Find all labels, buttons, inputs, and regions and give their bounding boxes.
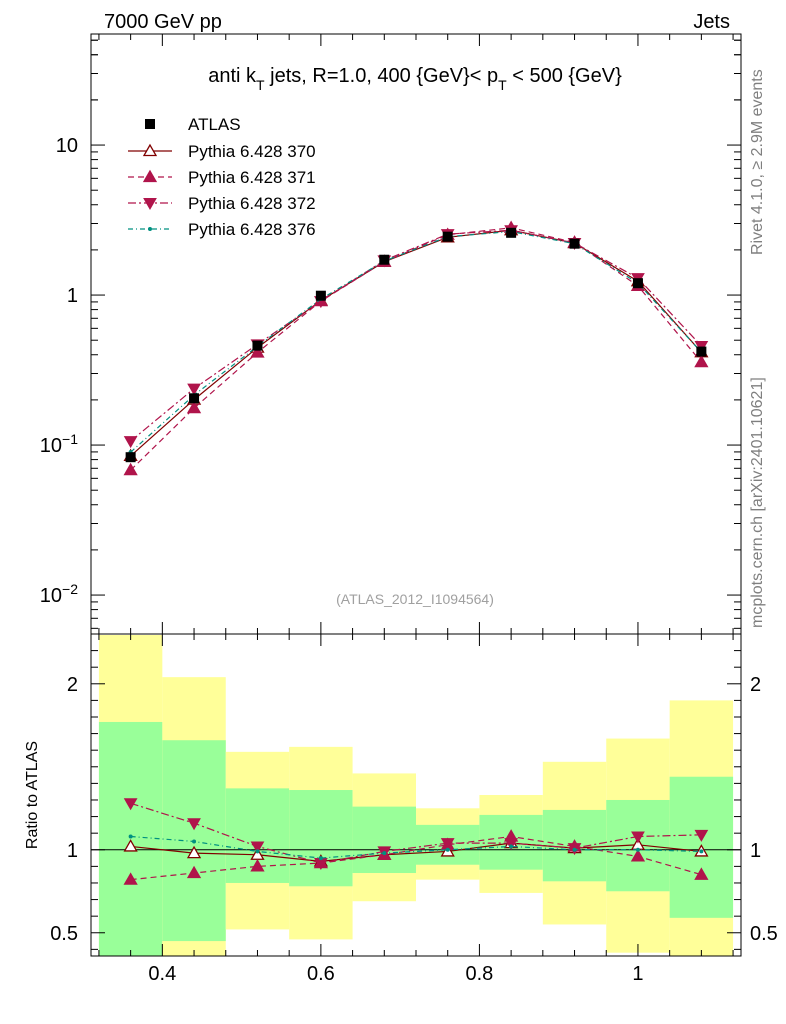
data-point-atlas <box>569 238 580 249</box>
series-point-ratio <box>318 856 323 861</box>
inner-band-bin <box>352 806 416 874</box>
tick-base: 10 <box>40 435 62 457</box>
x-tick-label: 0.4 <box>148 963 176 985</box>
series-line-main <box>130 227 702 471</box>
title-subscript-1: T <box>256 77 265 93</box>
series-point-ratio <box>440 838 455 851</box>
axis-ticks <box>91 34 741 956</box>
title-middle: jets, R=1.0, 400 {GeV}< p <box>265 65 499 87</box>
legend-label: Pythia 6.428 371 <box>188 168 316 187</box>
series-point-ratio <box>694 829 709 842</box>
series-point-ratio <box>187 818 201 831</box>
series-point-ratio <box>123 872 138 885</box>
series-point-ratio <box>504 838 518 851</box>
legend-label: Pythia 6.428 376 <box>188 220 316 239</box>
tick-exponent: −2 <box>62 581 78 597</box>
series-point-ratio <box>250 859 265 872</box>
legend: ATLAS Pythia 6.428 370 Pythia 6.428 371 Pyt… <box>128 115 316 239</box>
series-point-main <box>187 383 201 396</box>
series-line-ratio <box>130 842 702 862</box>
series-line-main <box>130 229 702 457</box>
category-label: Jets <box>693 11 730 33</box>
ratio-ylabel: Ratio to ATLAS <box>24 741 41 849</box>
legend-label: Pythia 6.428 372 <box>188 194 316 213</box>
chart-title: anti kT jets, R=1.0, 400 {GeV}< pT < 500… <box>208 65 622 93</box>
title-suffix: < 500 {GeV} <box>507 65 622 87</box>
series-point-ratio <box>630 849 646 862</box>
tick-exponent: −1 <box>62 431 78 447</box>
legend-label-atlas: ATLAS <box>188 115 241 134</box>
legend-label: Pythia 6.428 370 <box>188 142 316 161</box>
x-tick-label: 1 <box>632 963 643 985</box>
series-point-ratio <box>192 839 197 844</box>
series-point-ratio <box>631 831 645 844</box>
title-prefix: anti k <box>208 65 257 87</box>
series-point-ratio <box>255 849 260 854</box>
ratio-y-tick-label-right: 0.5 <box>750 923 778 945</box>
series-point-main <box>186 400 202 414</box>
legend-marker <box>148 227 152 231</box>
data-point-atlas <box>696 346 707 357</box>
series-point-main <box>123 462 138 476</box>
series-point-ratio <box>699 849 704 854</box>
series-point-ratio <box>445 847 450 852</box>
series-point-ratio <box>123 839 138 852</box>
ratio-y-tick-label-left: 1 <box>67 840 78 862</box>
data-point-atlas <box>379 254 390 265</box>
rivet-version-label: Rivet 4.1.0, ≥ 2.9M events <box>749 69 766 255</box>
data-point-atlas <box>125 452 136 463</box>
series-point-ratio <box>694 867 709 880</box>
analysis-label: (ATLAS_2012_I1094564) <box>336 591 494 607</box>
series-line-main <box>130 230 702 453</box>
data-point-atlas <box>252 340 263 351</box>
x-tick-label: 0.6 <box>307 963 335 985</box>
legend-marker <box>142 143 158 157</box>
ratio-uncertainty-bands <box>98 635 734 956</box>
inner-band-bin <box>289 790 353 887</box>
series-point-main <box>250 345 265 358</box>
ratio-y-tick-label-left: 0.5 <box>50 923 78 945</box>
series-line-main <box>130 229 702 442</box>
inner-band-bin <box>98 721 163 956</box>
ratio-y-tick-label-right: 2 <box>750 674 761 696</box>
series-point-main <box>694 354 709 368</box>
series-layer <box>123 220 709 885</box>
data-point-atlas <box>189 393 200 404</box>
series-point-ratio <box>123 798 138 811</box>
series-point-ratio <box>186 865 202 879</box>
series-point-ratio <box>509 844 514 849</box>
data-point-atlas <box>315 290 326 301</box>
ratio-y-tick-label-right: 1 <box>750 840 761 862</box>
main-y-tick-label: 10−1 <box>40 431 78 457</box>
main-y-tick-label: 10 <box>56 135 78 157</box>
title-subscript-2: T <box>498 77 507 93</box>
data-point-atlas <box>442 231 453 242</box>
series-point-ratio <box>250 841 265 854</box>
series-line-ratio <box>130 802 702 864</box>
tick-base: 10 <box>40 585 62 607</box>
series-point-ratio <box>572 847 577 852</box>
series-point-ratio <box>382 851 387 856</box>
main-y-tick-label: 1 <box>67 285 78 307</box>
x-tick-label: 0.8 <box>466 963 494 985</box>
series-point-ratio <box>128 834 133 839</box>
series-point-main <box>123 436 138 449</box>
legend-marker <box>143 198 157 211</box>
series-point-ratio <box>635 847 640 852</box>
mcplots-label: mcplots.cern.ch [arXiv:2401.10621] <box>749 377 766 628</box>
legend-marker <box>142 169 158 183</box>
series-point-ratio <box>186 845 202 859</box>
data-point-atlas <box>632 278 643 289</box>
main-y-tick-label: 10−2 <box>40 581 78 607</box>
data-point-atlas <box>506 227 517 238</box>
ratio-y-tick-label-left: 2 <box>67 674 78 696</box>
series-line-ratio <box>130 835 702 881</box>
legend-marker-atlas <box>145 119 155 129</box>
energy-label: 7000 GeV pp <box>104 11 222 33</box>
